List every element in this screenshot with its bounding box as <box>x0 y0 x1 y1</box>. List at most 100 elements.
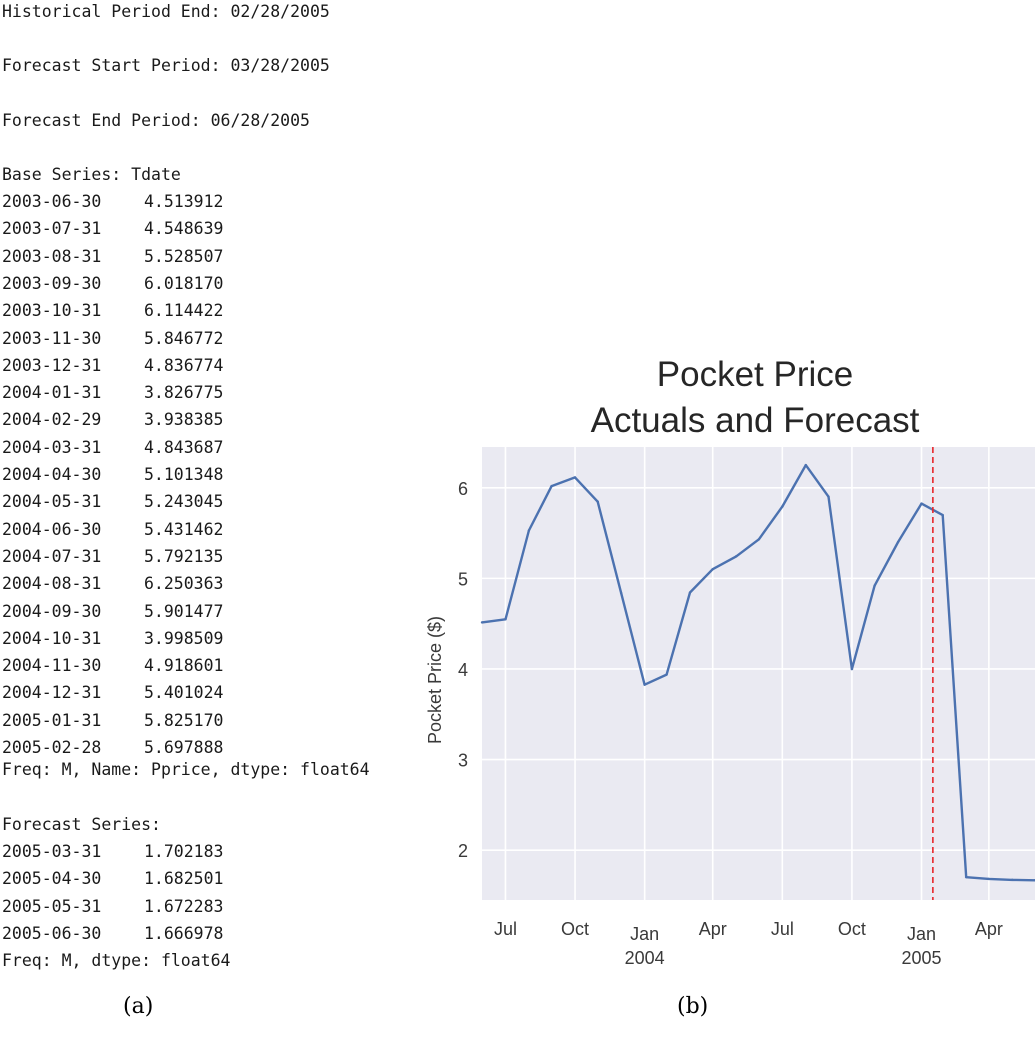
base-series-footer: Freq: M, Name: Pprice, dtype: float64 <box>2 760 370 779</box>
data-point <box>619 591 623 595</box>
data-point <box>850 667 854 671</box>
forecast-row-date: 2005-06-30 <box>2 923 102 943</box>
forecast-series-footer: Freq: M, dtype: float64 <box>2 951 231 970</box>
base-row: 2003-06-30 4.513912 <box>2 192 223 211</box>
base-row: 2003-12-31 4.836774 <box>2 356 223 375</box>
x-tick-label: Apr <box>699 919 727 939</box>
data-point <box>527 529 531 532</box>
base-row-value: 5.243045 <box>144 492 224 512</box>
base-row-date: 2005-01-31 <box>2 710 102 730</box>
data-point <box>964 875 968 879</box>
pocket-price-chart: Pocket Price Actuals and Forecast Pocket… <box>410 340 1035 980</box>
x-tick-year-label: 2005 <box>902 948 942 968</box>
data-point <box>596 500 599 503</box>
base-row-date: 2004-04-30 <box>2 465 102 484</box>
base-row-value: 3.938385 <box>144 410 224 430</box>
data-point <box>573 476 577 479</box>
chart-svg: Pocket Price Actuals and Forecast Pocket… <box>425 355 1035 968</box>
base-row-date: 2004-12-31 <box>2 683 102 703</box>
base-row-value: 5.401024 <box>144 683 224 703</box>
base-row-value: 5.846772 <box>144 328 224 348</box>
base-row-date: 2003-08-31 <box>2 246 102 266</box>
historical-end-line: Historical Period End: 02/28/2005 <box>2 2 330 21</box>
y-tick-label: 2 <box>458 841 468 861</box>
base-row-date: 2004-08-31 <box>2 574 102 594</box>
base-row: 2004-08-31 6.250363 <box>2 574 223 593</box>
data-point <box>550 484 553 488</box>
data-point <box>941 513 944 517</box>
y-tick-label: 3 <box>458 751 468 771</box>
y-tick-label: 5 <box>458 569 468 589</box>
base-row: 2005-01-31 5.825170 <box>2 711 223 730</box>
data-point <box>480 621 484 624</box>
data-point <box>757 538 761 541</box>
base-row-value: 5.431462 <box>144 519 224 539</box>
x-tick-label: Oct <box>561 919 589 939</box>
base-row-date: 2003-10-31 <box>2 301 102 321</box>
base-row-value: 4.918601 <box>144 656 224 676</box>
data-point <box>1011 878 1014 882</box>
base-row-date: 2003-07-31 <box>2 219 102 239</box>
data-point <box>896 540 900 544</box>
base-row-value: 4.843687 <box>144 437 224 457</box>
base-row-date: 2004-11-30 <box>2 656 102 676</box>
base-row: 2004-06-30 5.431462 <box>2 520 223 539</box>
forecast-row-value: 1.666978 <box>144 923 224 943</box>
data-point <box>711 567 714 571</box>
data-point <box>987 877 991 881</box>
base-row-date: 2003-12-31 <box>2 355 102 375</box>
chart-title-line2: Actuals and Forecast <box>591 401 920 440</box>
y-tick-label: 6 <box>458 479 468 499</box>
base-row: 2003-09-30 6.018170 <box>2 274 223 293</box>
base-row-value: 5.792135 <box>144 546 224 566</box>
base-row-date: 2004-07-31 <box>2 546 102 566</box>
data-point <box>804 463 807 467</box>
forecast-row-value: 1.682501 <box>144 869 224 889</box>
y-axis-label: Pocket Price ($) <box>425 616 445 744</box>
data-point <box>920 502 923 505</box>
base-row-date: 2005-02-28 <box>2 738 102 757</box>
data-point <box>688 591 692 594</box>
data-point <box>504 618 507 621</box>
base-row-value: 6.114422 <box>144 301 224 321</box>
forecast-row: 2005-05-31 1.672283 <box>2 897 223 916</box>
forecast-row-value: 1.702183 <box>144 842 224 861</box>
base-row: 2003-08-31 5.528507 <box>2 247 223 266</box>
base-row-value: 5.697888 <box>144 738 224 757</box>
forecast-start-line: Forecast Start Period: 03/28/2005 <box>2 56 330 75</box>
x-tick-label: Oct <box>838 919 866 939</box>
forecast-row-date: 2005-05-31 <box>2 896 102 916</box>
base-row-value: 5.528507 <box>144 246 224 266</box>
base-series-header: Base Series: Tdate <box>2 165 181 184</box>
forecast-row-date: 2005-04-30 <box>2 869 102 889</box>
base-row-date: 2003-06-30 <box>2 192 102 211</box>
base-row-date: 2004-10-31 <box>2 628 102 648</box>
data-point <box>781 505 784 508</box>
base-row: 2004-11-30 4.918601 <box>2 656 223 675</box>
base-row: 2004-03-31 4.843687 <box>2 438 223 457</box>
forecast-row: 2005-04-30 1.682501 <box>2 869 223 888</box>
base-row-date: 2004-09-30 <box>2 601 102 621</box>
base-row: 2003-11-30 5.846772 <box>2 329 223 348</box>
base-row-date: 2004-05-31 <box>2 492 102 512</box>
caption-b: (b) <box>677 994 709 1019</box>
forecast-row: 2005-03-31 1.702183 <box>2 842 223 861</box>
x-tick-label: Jul <box>771 919 794 939</box>
base-row-value: 4.836774 <box>144 355 224 375</box>
base-row-value: 5.825170 <box>144 710 224 730</box>
caption-a: (a) <box>123 994 154 1019</box>
base-row-date: 2004-06-30 <box>2 519 102 539</box>
base-row-date: 2003-09-30 <box>2 273 102 293</box>
base-row-value: 5.101348 <box>144 465 224 484</box>
x-tick-year-label: 2004 <box>625 948 665 968</box>
x-tick-label: Jan <box>630 924 659 944</box>
base-row-date: 2003-11-30 <box>2 328 102 348</box>
base-row: 2004-10-31 3.998509 <box>2 629 223 648</box>
data-point <box>643 683 646 686</box>
base-row: 2005-02-28 5.697888 <box>2 738 223 757</box>
base-row-value: 5.901477 <box>144 601 224 621</box>
x-tick-label: Jul <box>494 919 517 939</box>
base-row-date: 2004-03-31 <box>2 437 102 457</box>
x-tick-label: Apr <box>975 919 1003 939</box>
base-row-value: 3.826775 <box>144 383 224 403</box>
